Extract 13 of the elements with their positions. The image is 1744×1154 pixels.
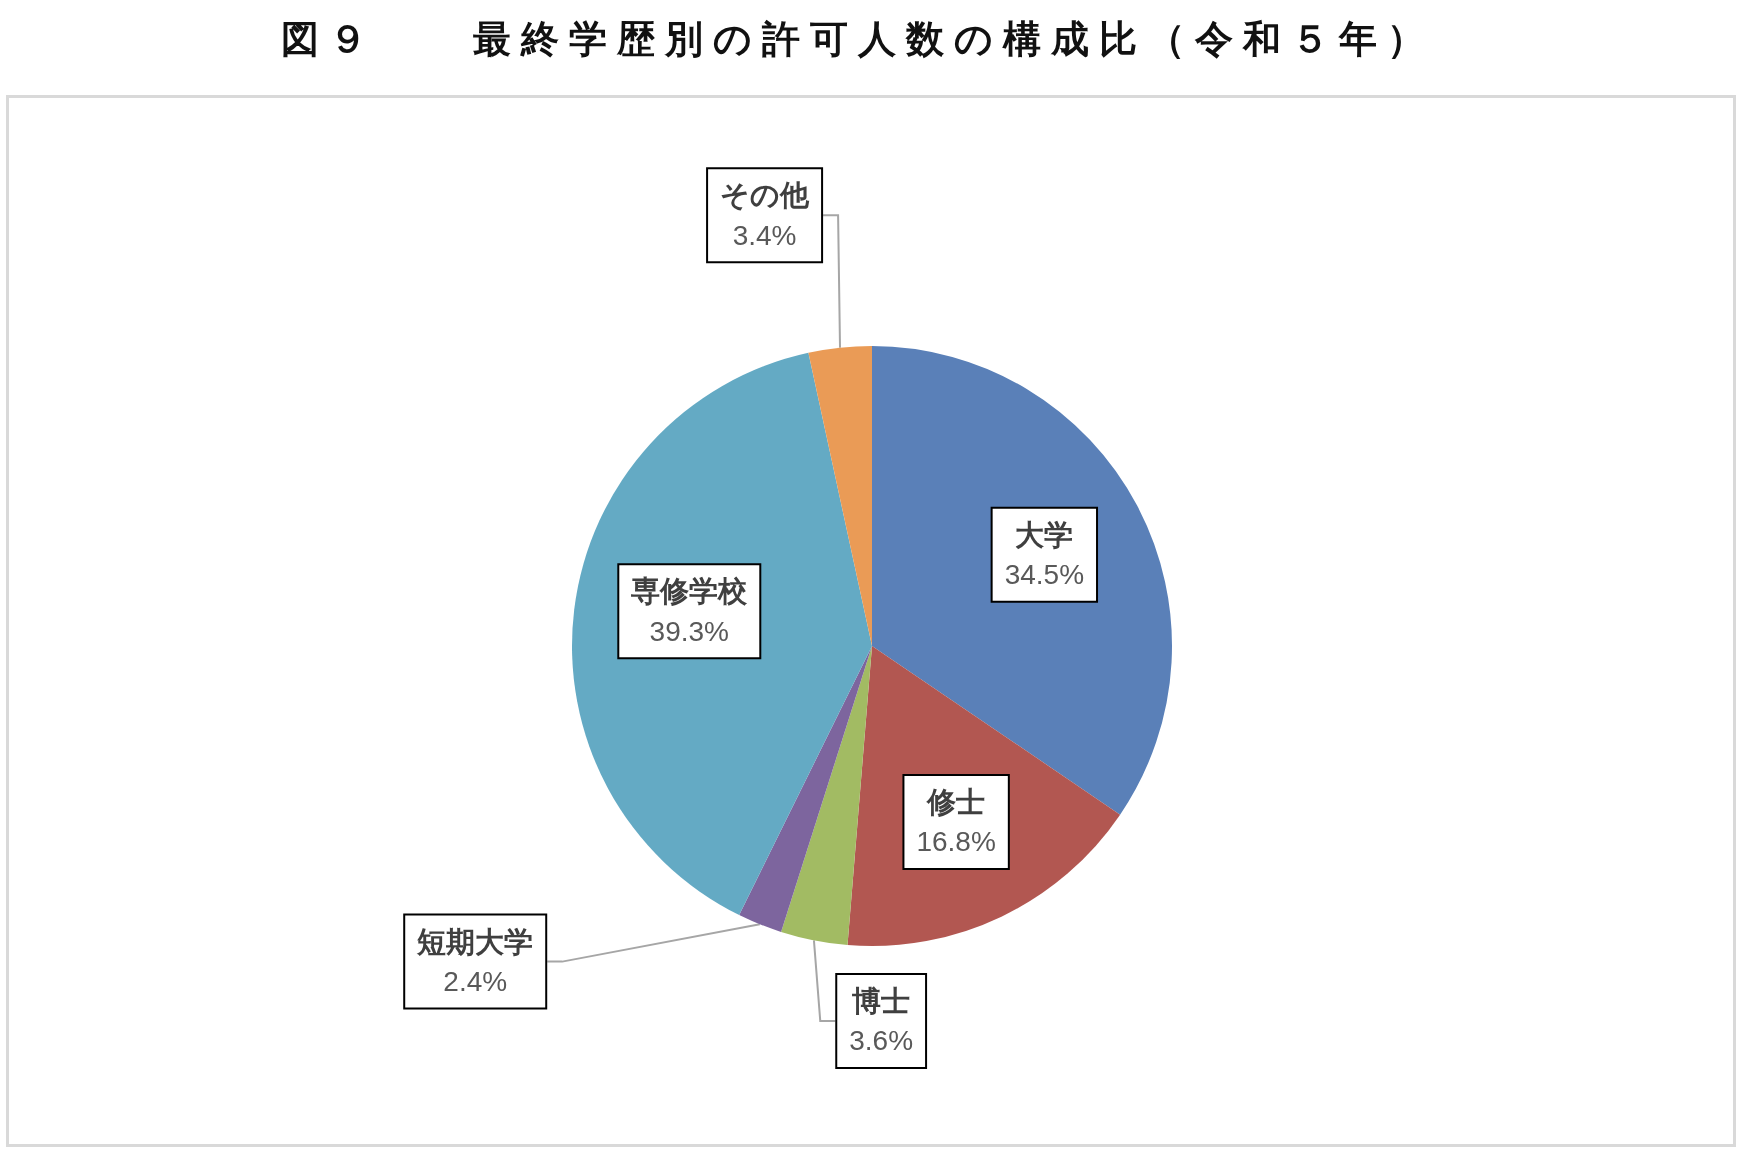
data-label: 34.5%: [1004, 559, 1085, 591]
slice-label: 専修学校: [630, 574, 749, 609]
chart-title: 図９ 最終学歴別の許可人数の構成比（令和５年）: [280, 16, 1436, 63]
slice-label: 修士: [926, 784, 986, 819]
data-label: 2.4%: [443, 966, 508, 998]
data-label: 39.3%: [649, 615, 729, 647]
slice-label: 大学: [1015, 517, 1074, 552]
slice-label: 短期大学: [416, 924, 534, 959]
data-label: 16.8%: [916, 826, 996, 858]
slice-label: 博士: [851, 983, 911, 1018]
slice-label: その他: [720, 178, 811, 213]
data-label: 3.4%: [732, 219, 797, 251]
data-label: 3.6%: [849, 1025, 914, 1057]
